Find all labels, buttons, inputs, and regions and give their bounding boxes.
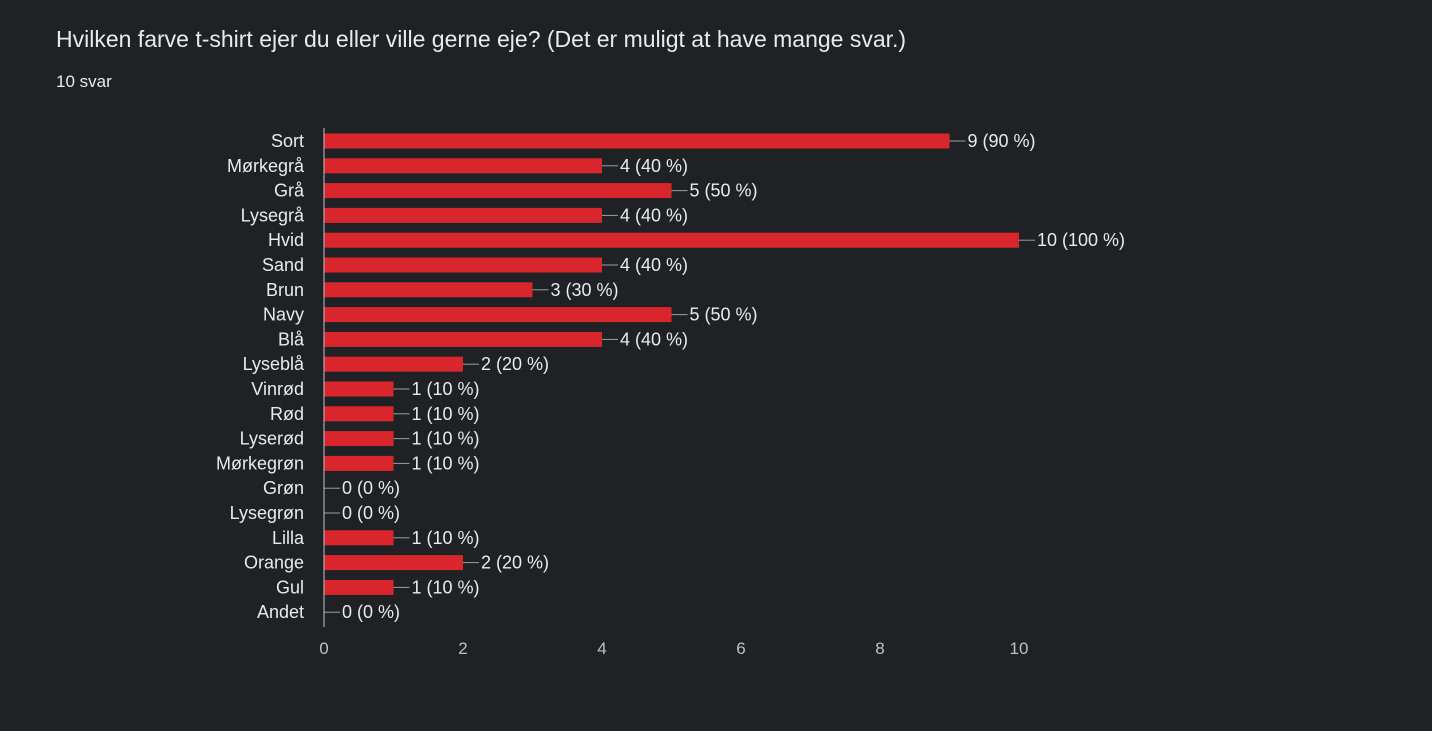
x-tick-label: 2 [458,639,467,658]
category-label: Lyseblå [243,354,305,374]
bar [324,207,602,223]
value-label: 1 (10 %) [412,404,480,424]
category-label: Gul [276,577,304,597]
category-label: Brun [266,280,304,300]
response-count: 10 svar [56,72,112,91]
category-label: Lilla [272,528,305,548]
value-label: 1 (10 %) [412,379,480,399]
bar [324,555,463,571]
value-label: 1 (10 %) [412,577,480,597]
bar [324,307,672,323]
value-label: 3 (30 %) [551,280,619,300]
bar [324,331,602,347]
value-label: 0 (0 %) [342,503,400,523]
value-label: 0 (0 %) [342,478,400,498]
value-label: 5 (50 %) [690,181,758,201]
value-label: 1 (10 %) [412,453,480,473]
value-label: 4 (40 %) [620,255,688,275]
value-label: 9 (90 %) [968,131,1036,151]
category-label: Rød [270,404,304,424]
x-tick-label: 10 [1010,639,1029,658]
category-label: Sort [271,131,304,151]
bar [324,455,394,471]
bar [324,158,602,174]
x-tick-label: 4 [597,639,606,658]
bar [324,232,1019,248]
value-label: 10 (100 %) [1037,230,1125,250]
category-label: Grøn [263,478,304,498]
category-label: Hvid [268,230,304,250]
category-label: Orange [244,553,304,573]
bar [324,579,394,595]
value-label: 4 (40 %) [620,205,688,225]
value-label: 5 (50 %) [690,305,758,325]
category-label: Vinrød [251,379,304,399]
bar [324,183,672,199]
value-label: 2 (20 %) [481,553,549,573]
value-label: 2 (20 %) [481,354,549,374]
bar [324,282,533,298]
category-label: Navy [263,305,304,325]
x-tick-label: 6 [736,639,745,658]
bar [324,133,950,149]
category-label: Mørkegrøn [216,453,304,473]
category-label: Lysegrå [241,205,305,225]
chart-title: Hvilken farve t-shirt ejer du eller vill… [56,26,907,52]
category-label: Lyserød [240,429,304,449]
category-label: Andet [257,602,304,622]
bar [324,381,394,397]
value-label: 1 (10 %) [412,528,480,548]
bar [324,431,394,447]
value-label: 1 (10 %) [412,429,480,449]
x-tick-label: 0 [319,639,328,658]
category-label: Sand [262,255,304,275]
value-label: 4 (40 %) [620,329,688,349]
category-label: Blå [278,329,305,349]
category-label: Mørkegrå [227,156,305,176]
bar [324,530,394,546]
bar [324,406,394,422]
value-label: 4 (40 %) [620,156,688,176]
category-label: Grå [274,181,305,201]
x-tick-label: 8 [875,639,884,658]
value-label: 0 (0 %) [342,602,400,622]
category-label: Lysegrøn [230,503,304,523]
bar [324,356,463,372]
bar [324,257,602,273]
